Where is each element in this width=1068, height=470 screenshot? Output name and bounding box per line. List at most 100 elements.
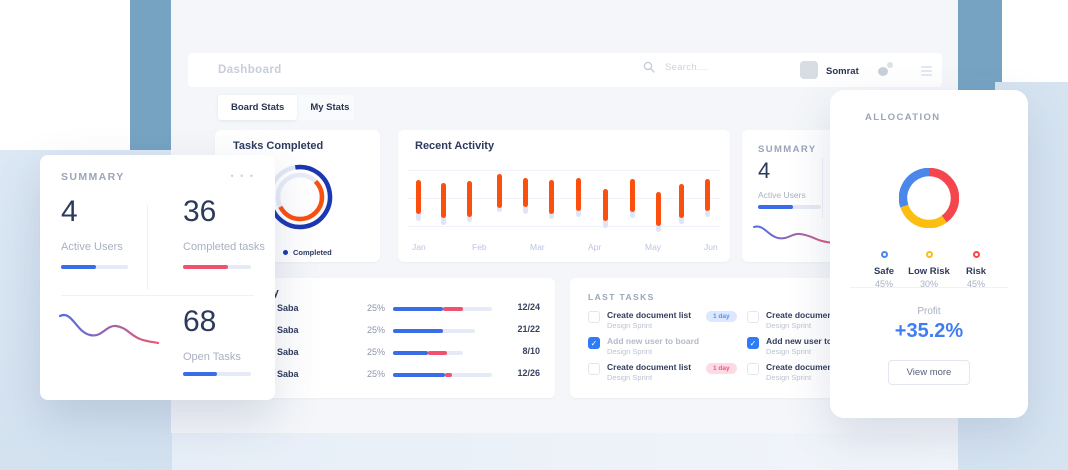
row-date: 12/24	[517, 302, 540, 312]
stats-tabs: Board Stats My Stats	[218, 95, 354, 120]
safe-percent: 45%	[874, 279, 893, 289]
tasks-completed-title: Tasks Completed	[233, 140, 324, 152]
user-avatar[interactable]	[800, 61, 818, 79]
risk-ring-icon	[972, 251, 980, 258]
recent-activity-card: Recent Activity Jan Feb Mar Apr May Jun	[398, 130, 730, 262]
task-title: Create document list	[607, 362, 692, 372]
task-checkbox[interactable]: ✓	[747, 337, 759, 349]
task-subtitle: Design Sprint	[607, 347, 653, 356]
task-subtitle: Design Sprint	[766, 347, 812, 356]
task-checkbox[interactable]	[588, 311, 600, 323]
low-risk-percent: 30%	[919, 279, 938, 289]
task-title: Create document list	[766, 362, 851, 372]
open-tasks-value: 68	[183, 305, 217, 338]
open-tasks-label: Open Tasks	[183, 351, 241, 363]
legend-dot-completed	[283, 250, 288, 255]
task-checkbox[interactable]: ✓	[588, 337, 600, 349]
task-item: Create document list Design Sprint	[747, 310, 907, 334]
row-progress-bar	[393, 329, 475, 333]
risk-label: Risk	[965, 266, 987, 277]
row-progress-bar	[393, 307, 492, 311]
table-row[interactable]: Saba 25% 21/22	[245, 322, 555, 340]
task-checkbox[interactable]	[747, 363, 759, 375]
legend-label-completed: Completed	[293, 248, 332, 257]
last-tasks-card: LAST TASKS Create document list Design S…	[570, 278, 858, 398]
search-box[interactable]	[643, 61, 775, 73]
safe-ring-icon	[880, 251, 888, 258]
x-tick-jan: Jan	[412, 242, 426, 252]
table-row[interactable]: Saba 25% 12/26	[245, 366, 555, 384]
open-tasks-progress	[183, 372, 251, 376]
x-tick-may: May	[645, 242, 662, 252]
user-name[interactable]: Somrat	[826, 66, 859, 77]
row-percent: 25%	[366, 369, 385, 379]
task-badge: 1 day	[706, 363, 737, 374]
task-subtitle: Design Sprint	[766, 373, 812, 382]
notification-bell-icon[interactable]	[878, 62, 894, 78]
profit-label: Profit	[917, 306, 941, 317]
row-date: 21/22	[517, 324, 540, 334]
task-item: Create document list Design Sprint 1 day	[588, 310, 748, 334]
view-more-button[interactable]: View more	[888, 360, 970, 385]
summary-title: SUMMARY	[61, 171, 125, 183]
task-subtitle: Design Sprint	[607, 321, 653, 330]
row-name: Saba	[277, 369, 299, 379]
legend-safe: Safe 45%	[854, 245, 914, 289]
task-item: ✓ Add new user to board Design Sprint	[747, 336, 907, 360]
summary-sparkline	[58, 313, 160, 345]
tasks-completed-donut-chart	[267, 164, 333, 230]
task-title: Create document list	[607, 310, 692, 320]
top-bar: Dashboard Somrat	[188, 53, 942, 87]
allocation-card: ALLOCATION Safe 45% Low Risk 30% Risk 45…	[830, 90, 1028, 418]
task-title: Create document list	[766, 310, 851, 320]
task-checkbox[interactable]	[588, 363, 600, 375]
row-progress-bar	[393, 373, 492, 377]
search-input[interactable]	[665, 61, 775, 73]
risk-percent: 45%	[966, 279, 985, 289]
x-tick-mar: Mar	[530, 242, 545, 252]
row-name: Saba	[277, 303, 299, 313]
search-icon	[643, 61, 655, 73]
tab-board-stats[interactable]: Board Stats	[218, 95, 298, 120]
more-menu-icon[interactable]: • • •	[230, 171, 255, 181]
table-row[interactable]: Saba 25% 12/24	[245, 300, 555, 318]
active-users-value: 4	[61, 195, 78, 228]
task-subtitle: Design Sprint	[607, 373, 653, 382]
x-tick-apr: Apr	[588, 242, 602, 252]
activity-table-card: Activity Saba 25% 12/24 Saba 25% 21/22 S…	[239, 278, 555, 398]
active-users-label: Active Users	[758, 190, 806, 200]
summary-right-sparkline	[753, 225, 841, 245]
task-checkbox[interactable]	[747, 311, 759, 323]
task-title: Add new user to board	[766, 336, 859, 346]
x-tick-jun: Jun	[704, 242, 718, 252]
hamburger-menu-icon[interactable]	[921, 66, 932, 78]
row-date: 12/26	[517, 368, 540, 378]
summary-right-title: SUMMARY	[758, 144, 817, 155]
task-item: Create document list Design Sprint 1 day	[588, 362, 748, 386]
tab-my-stats[interactable]: My Stats	[310, 102, 350, 113]
active-users-progress	[758, 205, 821, 209]
task-item: Create document list Design Sprint	[747, 362, 907, 386]
completed-tasks-progress	[183, 265, 251, 269]
row-progress-bar	[393, 351, 463, 355]
x-tick-feb: Feb	[472, 242, 487, 252]
row-percent: 25%	[366, 325, 385, 335]
row-date: 8/10	[522, 346, 540, 356]
allocation-donut-chart	[899, 168, 959, 228]
legend-low-risk: Low Risk 30%	[899, 245, 959, 289]
low-risk-ring-icon	[925, 251, 933, 258]
active-users-value: 4	[758, 158, 771, 183]
last-tasks-title: LAST TASKS	[588, 292, 655, 302]
profit-value: +35.2%	[894, 320, 964, 342]
task-title: Add new user to board	[607, 336, 700, 346]
row-percent: 25%	[366, 347, 385, 357]
completed-tasks-label: Completed tasks	[183, 241, 265, 253]
completed-tasks-value: 36	[183, 195, 217, 228]
recent-activity-title: Recent Activity	[415, 140, 495, 152]
summary-floating-card: SUMMARY • • • 4 Active Users 36 Complete…	[40, 155, 275, 400]
row-percent: 25%	[366, 303, 385, 313]
table-row[interactable]: Saba 25% 8/10	[245, 344, 555, 362]
row-name: Saba	[277, 325, 299, 335]
task-badge: 1 day	[706, 311, 737, 322]
